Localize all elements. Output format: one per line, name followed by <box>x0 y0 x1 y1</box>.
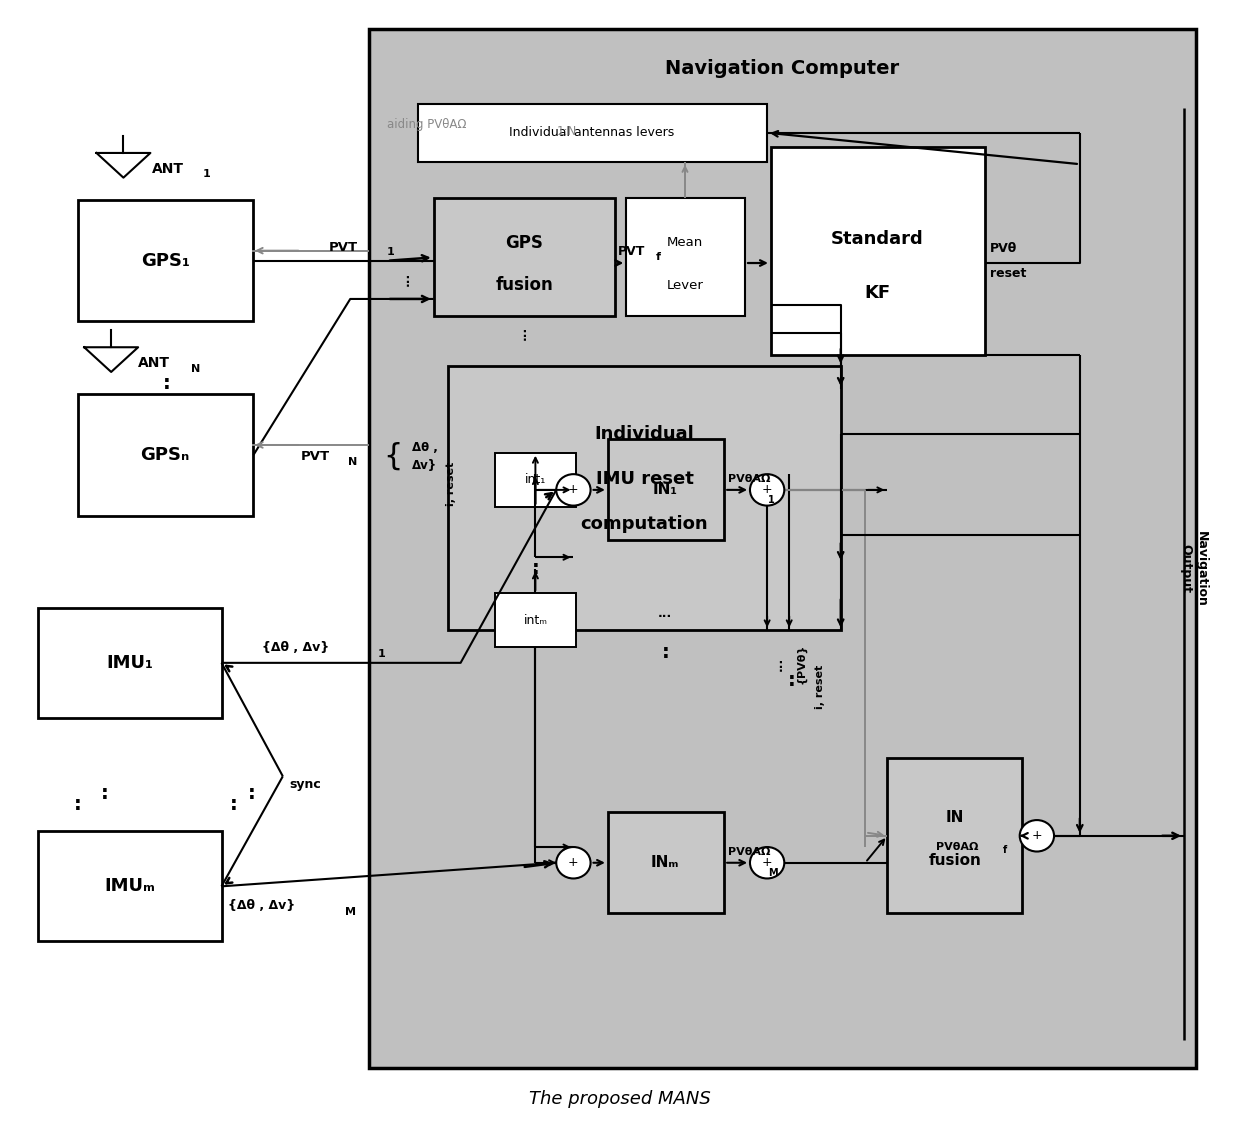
Text: IMU reset: IMU reset <box>595 470 693 488</box>
Text: reset: reset <box>991 266 1027 280</box>
Text: Individual antennas levers: Individual antennas levers <box>510 126 675 139</box>
Circle shape <box>1019 820 1054 852</box>
Text: Individual: Individual <box>595 425 694 442</box>
Text: +: + <box>761 856 773 870</box>
Text: ANT: ANT <box>151 161 184 176</box>
Text: ...: ... <box>399 272 412 285</box>
Bar <box>418 103 768 161</box>
Text: {Δθ , Δv}: {Δθ , Δv} <box>228 899 295 912</box>
Text: +: + <box>568 483 579 497</box>
Bar <box>37 608 222 717</box>
Text: Navigation Computer: Navigation Computer <box>665 59 899 78</box>
Text: :: : <box>661 644 670 662</box>
Text: f: f <box>656 252 661 263</box>
Text: +: + <box>568 856 579 870</box>
Text: 1: 1 <box>203 169 211 180</box>
Text: f: f <box>1003 846 1007 855</box>
Text: Navigation
Output: Navigation Output <box>1179 531 1208 606</box>
Circle shape <box>750 847 784 879</box>
Text: ...: ... <box>516 325 528 340</box>
Text: Δv}: Δv} <box>412 458 436 472</box>
Text: PVθ: PVθ <box>991 242 1018 255</box>
Text: GPS: GPS <box>506 234 543 251</box>
Text: :: : <box>102 783 109 803</box>
Text: The proposed MANS: The proposed MANS <box>529 1089 711 1107</box>
Text: i, reset: i, reset <box>446 462 456 506</box>
Text: computation: computation <box>580 515 708 532</box>
Bar <box>78 395 253 516</box>
Bar <box>626 198 745 316</box>
Text: PVθAΩ: PVθAΩ <box>728 474 770 483</box>
Text: :: : <box>248 783 255 803</box>
Text: Standard: Standard <box>831 231 924 248</box>
Text: fusion: fusion <box>929 853 981 868</box>
Text: GPSₙ: GPSₙ <box>140 446 190 464</box>
Bar <box>608 812 724 913</box>
Text: IMU₁: IMU₁ <box>107 654 153 672</box>
Text: {PVθ}: {PVθ} <box>796 644 806 684</box>
Text: PVθAΩ: PVθAΩ <box>936 843 978 852</box>
Text: :: : <box>229 795 238 814</box>
Circle shape <box>750 474 784 506</box>
Text: :: : <box>162 374 170 392</box>
Text: fusion: fusion <box>496 276 553 294</box>
Text: ...: ... <box>771 657 785 671</box>
Text: :: : <box>74 795 82 814</box>
Text: PVT: PVT <box>618 246 645 258</box>
Text: :: : <box>532 559 539 578</box>
Text: 1:N: 1:N <box>557 125 577 138</box>
Text: GPS₁: GPS₁ <box>140 251 190 269</box>
Text: N: N <box>347 457 357 467</box>
Circle shape <box>557 474 590 506</box>
Bar <box>495 594 575 647</box>
Text: N: N <box>191 364 200 374</box>
Bar <box>434 198 615 316</box>
Text: INₘ: INₘ <box>651 855 680 870</box>
Bar <box>78 200 253 322</box>
Text: IMUₘ: IMUₘ <box>104 878 155 895</box>
Text: Δθ ,: Δθ , <box>412 441 438 454</box>
Text: +: + <box>761 483 773 497</box>
Text: KF: KF <box>864 284 890 302</box>
Text: Mean: Mean <box>667 236 703 249</box>
Text: PVθAΩ: PVθAΩ <box>728 847 770 856</box>
Text: Lever: Lever <box>667 279 703 292</box>
Text: PVT: PVT <box>301 450 330 463</box>
Text: ANT: ANT <box>138 356 170 370</box>
Text: +: + <box>1032 829 1042 843</box>
Bar <box>368 30 1197 1069</box>
Text: aiding PVθAΩ: aiding PVθAΩ <box>387 118 466 132</box>
Circle shape <box>557 847 590 879</box>
Bar <box>495 453 575 507</box>
Bar <box>771 148 986 355</box>
Text: 1: 1 <box>387 247 394 257</box>
Text: 1: 1 <box>377 649 384 658</box>
Text: ...: ... <box>658 607 672 620</box>
Text: intₘ: intₘ <box>523 614 547 626</box>
Text: {: { <box>383 441 403 471</box>
Text: sync: sync <box>289 778 321 790</box>
Bar <box>37 831 222 941</box>
Text: :: : <box>787 671 796 690</box>
Text: i, reset: i, reset <box>815 664 825 708</box>
Bar <box>449 366 841 630</box>
Text: PVT: PVT <box>329 241 357 254</box>
Bar <box>608 439 724 540</box>
Text: 1: 1 <box>769 495 775 505</box>
Text: M: M <box>769 868 777 878</box>
Bar <box>888 758 1022 913</box>
Text: int₁: int₁ <box>525 473 546 487</box>
Text: IN₁: IN₁ <box>653 482 678 497</box>
Text: IN: IN <box>946 811 963 825</box>
Text: {Δθ , Δv}: {Δθ , Δv} <box>262 640 330 654</box>
Text: M: M <box>346 907 356 918</box>
